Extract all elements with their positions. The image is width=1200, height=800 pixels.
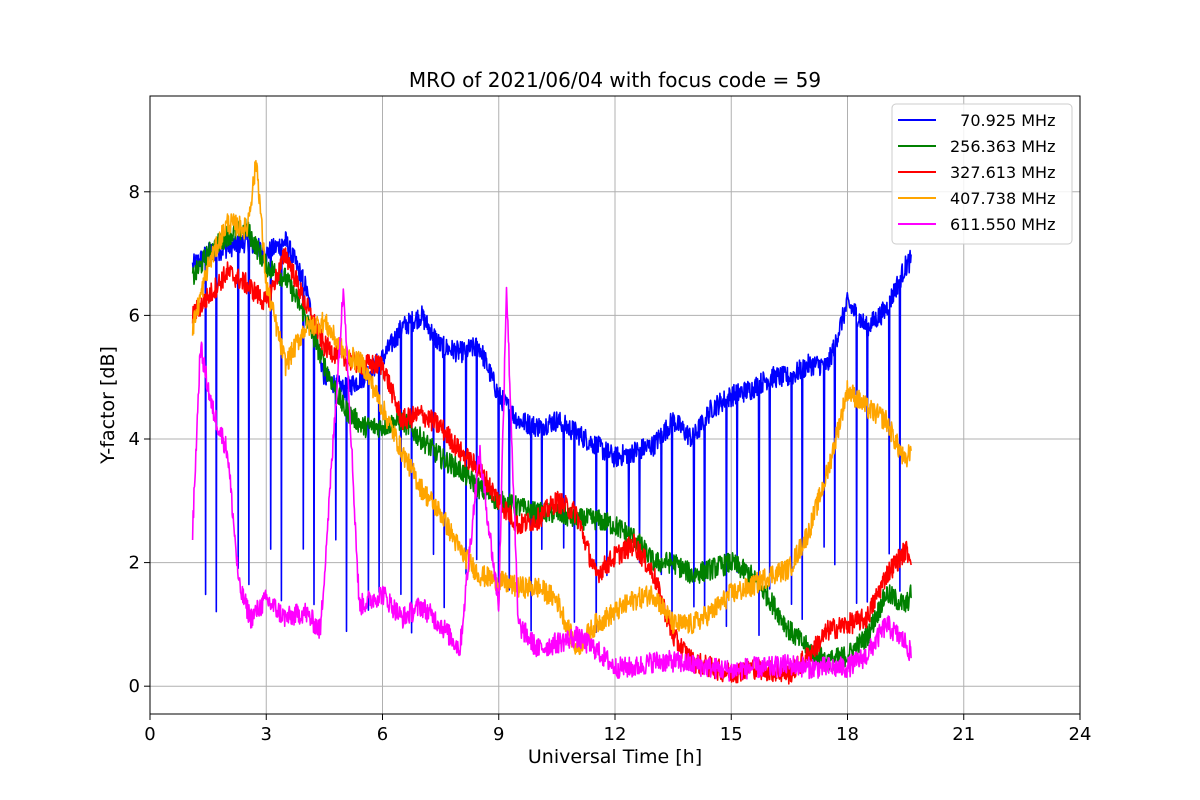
series-line-3 — [191, 159, 912, 656]
series-line-4 — [191, 286, 912, 682]
y-tick-label: 4 — [129, 429, 140, 450]
legend-label: 256.363 MHz — [950, 137, 1055, 156]
legend-label: 70.925 MHz — [950, 111, 1055, 130]
x-tick-label: 24 — [1069, 724, 1092, 745]
legend-label: 407.738 MHz — [950, 189, 1055, 208]
y-tick-label: 0 — [129, 676, 140, 697]
x-tick-label: 3 — [261, 724, 272, 745]
x-tick-label: 0 — [144, 724, 155, 745]
y-tick-label: 6 — [129, 305, 140, 326]
x-tick-label: 6 — [377, 724, 388, 745]
x-tick-label: 21 — [952, 724, 975, 745]
y-axis-label: Y-factor [dB] — [97, 346, 119, 465]
chart-title: MRO of 2021/06/04 with focus code = 59 — [409, 68, 821, 92]
legend-label: 611.550 MHz — [950, 215, 1055, 234]
x-tick-label: 15 — [720, 724, 743, 745]
x-tick-label: 9 — [493, 724, 504, 745]
x-tick-label: 12 — [604, 724, 627, 745]
legend-box — [891, 103, 1073, 245]
legend: 70.925 MHz 256.363 MHz 327.613 MHz 407.738 … — [891, 103, 1073, 245]
legend-label: 327.613 MHz — [950, 163, 1055, 182]
y-tick-label: 2 — [129, 553, 140, 574]
x-tick-label: 18 — [836, 724, 859, 745]
y-tick-label: 8 — [129, 182, 140, 203]
x-axis-label: Universal Time [h] — [528, 746, 702, 768]
series-layer — [191, 159, 912, 685]
